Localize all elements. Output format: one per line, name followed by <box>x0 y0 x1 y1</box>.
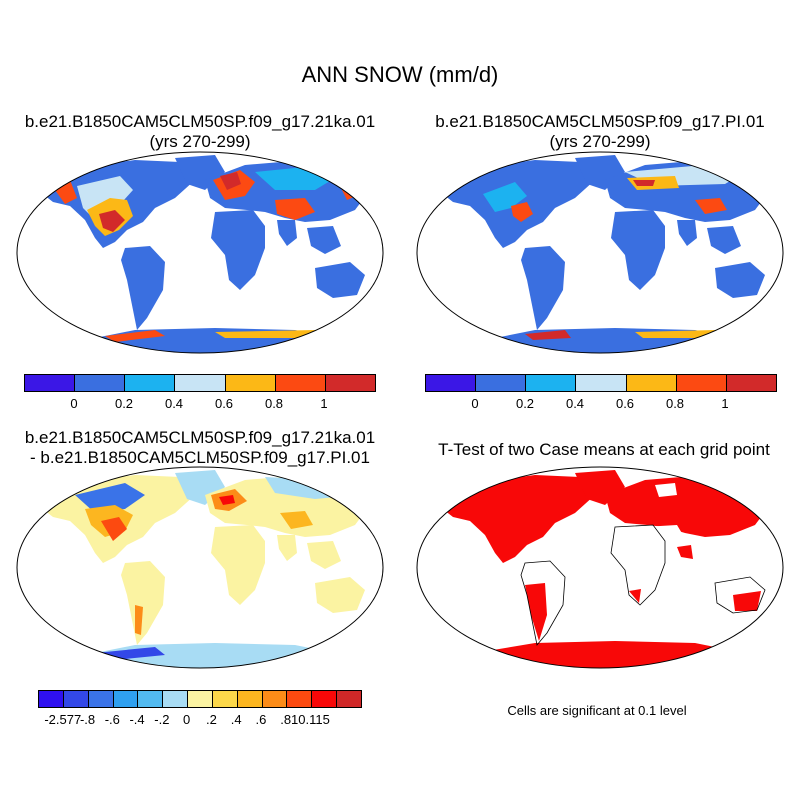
case1-colorbar-box <box>125 375 176 391</box>
case2-title-line2: (yrs 270-299) <box>549 132 651 151</box>
diff-colorbar-tick-label: -2.577 <box>44 712 82 727</box>
case1-colorbar-box <box>175 375 226 391</box>
diff-map <box>16 466 384 669</box>
case1-colorbar-tick-label: 0.2 <box>114 396 134 411</box>
diff-colorbar-box <box>163 691 189 707</box>
diff-colorbar-tick-label: -.6 <box>104 712 120 727</box>
diff-colorbar-box <box>337 691 361 707</box>
case2-colorbar-tick-label: 0.8 <box>665 396 685 411</box>
diff-colorbar-tick-label: .4 <box>230 712 242 727</box>
case1-title-line2: (yrs 270-299) <box>149 132 251 151</box>
case2-colorbar-tick-label: 0.2 <box>515 396 535 411</box>
case2-colorbar-box <box>426 375 477 391</box>
case1-colorbar-box <box>325 375 375 391</box>
ttest-map <box>416 466 784 669</box>
diff-colorbar-tick-label: -.8 <box>79 712 96 727</box>
diff-colorbar-tick-label: 0 <box>182 712 191 727</box>
diff-title-line2: - b.e21.B1850CAM5CLM50SP.f09_g17.PI.01 <box>30 448 370 467</box>
diff-colorbar-box <box>212 691 238 707</box>
case1-title-line1: b.e21.B1850CAM5CLM50SP.f09_g17.21ka.01 <box>24 112 376 131</box>
case2-title-line1: b.e21.B1850CAM5CLM50SP.f09_g17.PI.01 <box>435 112 765 131</box>
diff-colorbar-box <box>188 691 213 707</box>
diff-colorbar-box <box>287 691 313 707</box>
diff-colorbar-tick-label: .6 <box>255 712 267 727</box>
diff-colorbar-box <box>113 691 139 707</box>
case1-map <box>16 151 384 354</box>
diff-colorbar-box <box>138 691 164 707</box>
case1-colorbar-box <box>225 375 276 391</box>
diff-colorbar-labels: -2.577 -.8 -.6 -.4 -.2 0 .2 .4 .6 .8 10.115 <box>38 712 360 730</box>
ttest-coastlines <box>520 524 766 646</box>
diff-colorbar-tick-label: -.2 <box>154 712 170 727</box>
case1-colorbar-tick-label: 0.6 <box>214 396 234 411</box>
case1-colorbar-labels: 0 0.2 0.4 0.6 0.8 1 <box>24 396 374 414</box>
case1-colorbar-tick-label: 1 <box>320 396 328 411</box>
case2-colorbar-labels: 0 0.2 0.4 0.6 0.8 1 <box>425 396 775 414</box>
figure-title: ANN SNOW (mm/d) <box>301 62 499 87</box>
diff-colorbar-box <box>312 691 338 707</box>
case2-colorbar-tick-label: 0.6 <box>615 396 635 411</box>
case1-colorbar-box <box>275 375 326 391</box>
diff-colorbar-tick-label: -.4 <box>129 712 145 727</box>
case2-colorbar-box <box>726 375 776 391</box>
case1-colorbar-tick-label: 0 <box>70 396 78 411</box>
case2-title: b.e21.B1850CAM5CLM50SP.f09_g17.PI.01 (yr… <box>400 112 800 152</box>
case2-colorbar-tick-label: 0 <box>471 396 479 411</box>
diff-colorbar-box <box>262 691 288 707</box>
significance-note: Cells are significant at 0.1 level <box>507 703 687 718</box>
diff-colorbar-box <box>237 691 263 707</box>
case2-colorbar-tick-label: 0.4 <box>565 396 585 411</box>
diff-colorbar-box <box>63 691 89 707</box>
diff-colorbar-box <box>39 691 64 707</box>
diff-colorbar-tick-label: .2 <box>205 712 217 727</box>
case1-colorbar <box>24 374 376 392</box>
case2-colorbar-box <box>626 375 677 391</box>
diff-colorbar-tick-label: 10.115 <box>291 712 330 727</box>
case1-colorbar-box <box>25 375 76 391</box>
case1-title: b.e21.B1850CAM5CLM50SP.f09_g17.21ka.01 (… <box>0 112 400 152</box>
case1-colorbar-tick-label: 0.4 <box>164 396 184 411</box>
case2-colorbar <box>425 374 777 392</box>
diff-title: b.e21.B1850CAM5CLM50SP.f09_g17.21ka.01 -… <box>0 428 400 468</box>
diff-colorbar-tick-label: .8 <box>280 712 292 727</box>
diff-colorbar-box <box>88 691 114 707</box>
ttest-title: T-Test of two Case means at each grid po… <box>438 440 770 459</box>
diff-title-line1: b.e21.B1850CAM5CLM50SP.f09_g17.21ka.01 <box>24 428 376 447</box>
case1-colorbar-tick-label: 0.8 <box>264 396 284 411</box>
diff-colorbar <box>38 690 362 708</box>
case2-colorbar-tick-label: 1 <box>721 396 729 411</box>
case2-colorbar-box <box>576 375 627 391</box>
case2-colorbar-box <box>676 375 727 391</box>
case2-map <box>416 151 784 354</box>
case2-colorbar-box <box>476 375 527 391</box>
case1-colorbar-box <box>75 375 126 391</box>
case2-colorbar-box <box>526 375 577 391</box>
